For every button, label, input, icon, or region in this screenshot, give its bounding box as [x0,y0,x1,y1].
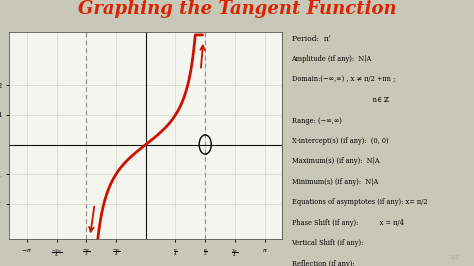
Text: n∈ ℤ: n∈ ℤ [292,96,388,104]
Text: Amplitude (if any):  N|A: Amplitude (if any): N|A [292,55,372,63]
Text: Vertical Shift (if any):: Vertical Shift (if any): [292,239,364,247]
Text: Graphing the Tangent Function: Graphing the Tangent Function [78,0,396,18]
Text: Domain:(−∞,∞) , x ≠ π/2 +πn ;: Domain:(−∞,∞) , x ≠ π/2 +πn ; [292,76,395,84]
Text: Equations of asymptotes (if any): x= π/2: Equations of asymptotes (if any): x= π/2 [292,198,427,206]
Text: Minimum(s) (if any):  N|A: Minimum(s) (if any): N|A [292,178,378,186]
Text: Maximum(s) (if any):  N|A: Maximum(s) (if any): N|A [292,157,379,165]
Text: Reflection (if any):: Reflection (if any): [292,260,354,266]
Text: 1/2: 1/2 [450,254,460,259]
Text: X-intercept(s) (if any):  (0, 0): X-intercept(s) (if any): (0, 0) [292,137,388,145]
Text: Phase Shift (if any):          x = π/4: Phase Shift (if any): x = π/4 [292,219,403,227]
Text: Period:  πʹ: Period: πʹ [292,35,330,43]
Text: Range: (−∞,∞): Range: (−∞,∞) [292,117,341,124]
